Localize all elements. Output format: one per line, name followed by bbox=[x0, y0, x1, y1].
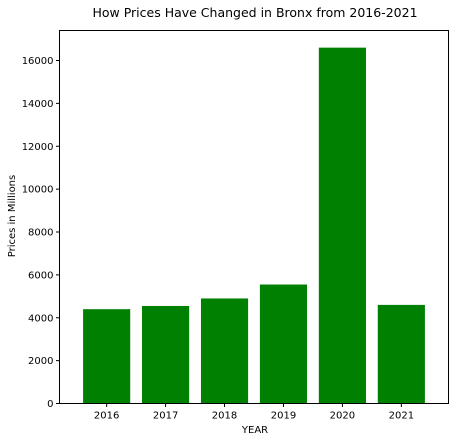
bar-2017 bbox=[142, 306, 189, 404]
x-tick-label: 2018 bbox=[212, 411, 237, 422]
bar-2019 bbox=[260, 285, 307, 404]
y-axis-label: Prices in Millions bbox=[7, 175, 18, 258]
y-tick-label: 12000 bbox=[22, 142, 54, 153]
bar-2020 bbox=[319, 48, 366, 404]
chart-title: How Prices Have Changed in Bronx from 20… bbox=[92, 5, 417, 20]
x-axis-label: YEAR bbox=[241, 425, 268, 436]
y-tick-label: 2000 bbox=[28, 356, 53, 367]
y-tick-label: 0 bbox=[47, 399, 53, 410]
y-tick-label: 6000 bbox=[28, 270, 53, 281]
x-tick-label: 2020 bbox=[330, 411, 355, 422]
bar-2016 bbox=[83, 309, 130, 403]
bar-2018 bbox=[201, 298, 248, 403]
bar-2021 bbox=[378, 305, 425, 404]
y-tick-label: 14000 bbox=[22, 99, 54, 110]
y-tick-label: 16000 bbox=[22, 56, 54, 67]
x-tick-label: 2021 bbox=[389, 411, 414, 422]
x-tick-label: 2019 bbox=[271, 411, 296, 422]
x-tick-label: 2016 bbox=[94, 411, 119, 422]
y-tick-label: 10000 bbox=[22, 185, 54, 196]
x-tick-label: 2017 bbox=[153, 411, 178, 422]
y-tick-label: 8000 bbox=[28, 228, 53, 239]
y-tick-label: 4000 bbox=[28, 313, 53, 324]
